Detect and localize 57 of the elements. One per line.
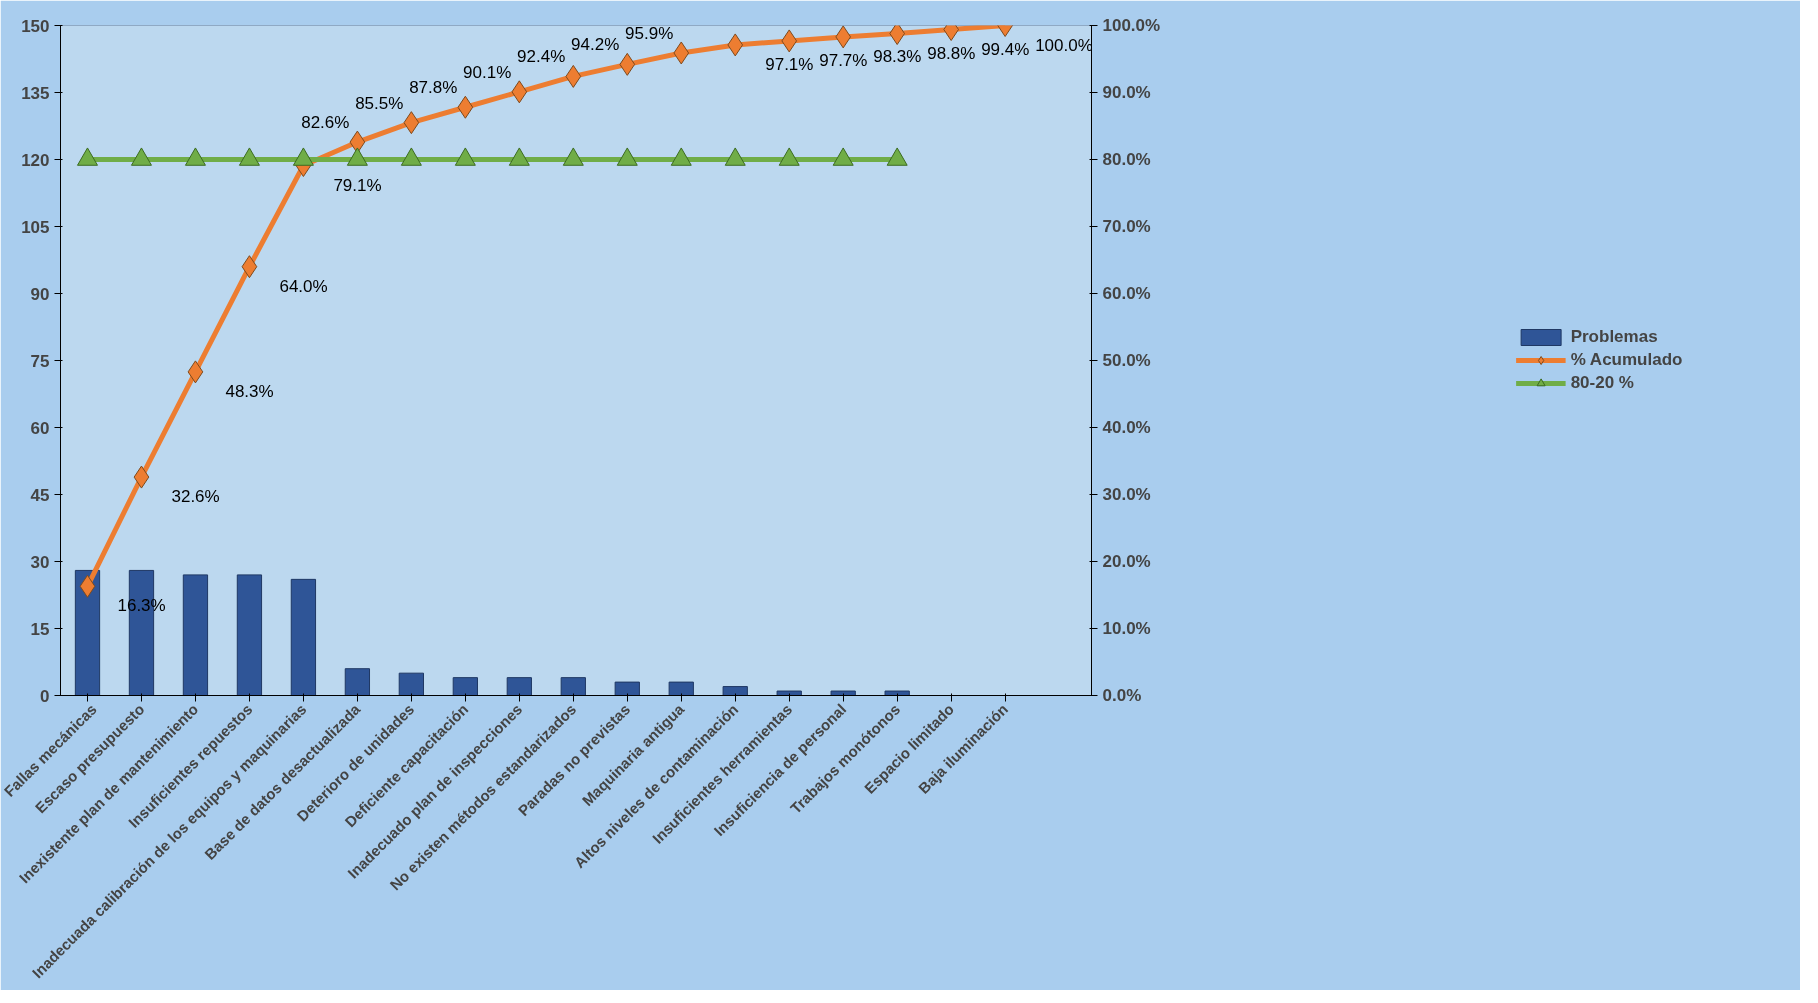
data-label: 79.1% [333,175,382,195]
bar [830,690,856,696]
y2-tick-label: 90.0% [1102,83,1151,102]
y-tick-label: 75 [30,351,50,371]
data-label: 87.8% [409,78,458,98]
y2-tick-label: 30.0% [1102,485,1151,504]
bar [776,690,802,696]
y2-tick-label: 100.0% [1102,16,1161,35]
data-label: 94.2% [571,35,620,55]
y-tick-label: 135 [21,83,50,103]
bar [290,578,317,696]
data-label: 90.1% [463,62,512,82]
data-label: 97.7% [819,50,868,70]
data-label: 32.6% [171,487,220,507]
bar [182,574,209,696]
bar [344,668,371,696]
legend-label: Problemas [1570,327,1658,347]
y-tick-label: 60 [30,418,50,438]
data-label: 98.8% [927,43,976,63]
bar [506,677,532,696]
y-tick-label: 45 [30,485,50,505]
y2-tick-label: 60.0% [1102,284,1151,303]
bar [884,690,910,696]
data-label: 82.6% [301,113,350,133]
data-label: 64.0% [279,276,328,296]
data-label: 92.4% [517,47,566,67]
data-label: 98.3% [873,46,922,66]
bar [668,681,694,696]
data-label: 95.9% [625,23,674,43]
data-label: 85.5% [355,93,404,113]
bar [452,677,478,696]
y2-tick-label: 70.0% [1102,217,1151,236]
y-tick-label: 90 [30,284,50,304]
bar [236,574,263,696]
y-tick-label: 150 [21,16,50,36]
data-label: 97.1% [765,54,814,74]
y-tick-label: 15 [30,619,50,639]
y2-tick-label: 20.0% [1102,552,1151,571]
y-tick-label: 120 [21,150,50,170]
y2-tick-label: 40.0% [1102,418,1151,437]
bar [74,569,101,696]
y2-tick-label: 10.0% [1102,619,1151,638]
y2-tick-label: 80.0% [1102,150,1151,169]
bar [398,672,425,696]
bar [614,681,640,696]
y-tick-label: 30 [30,552,50,572]
y2-tick-label: 50.0% [1102,351,1151,370]
bar [722,686,748,696]
legend-label: % Acumulado [1570,350,1683,370]
data-label: 48.3% [225,381,274,401]
y2-tick-label: 0.0% [1102,686,1142,705]
data-label: 100.0% [1035,35,1093,55]
data-label: 99.4% [981,39,1030,59]
y-tick-label: 105 [21,217,50,237]
y-tick-label: 0 [40,686,50,706]
legend-label: 80-20 % [1570,373,1634,393]
bar [560,677,586,696]
